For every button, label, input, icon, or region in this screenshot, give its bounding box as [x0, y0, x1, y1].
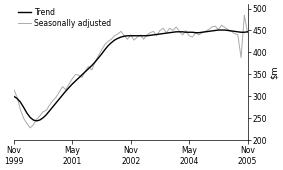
Y-axis label: $m: $m	[270, 65, 279, 79]
Legend: Trend, Seasonally adjusted: Trend, Seasonally adjusted	[18, 8, 112, 28]
